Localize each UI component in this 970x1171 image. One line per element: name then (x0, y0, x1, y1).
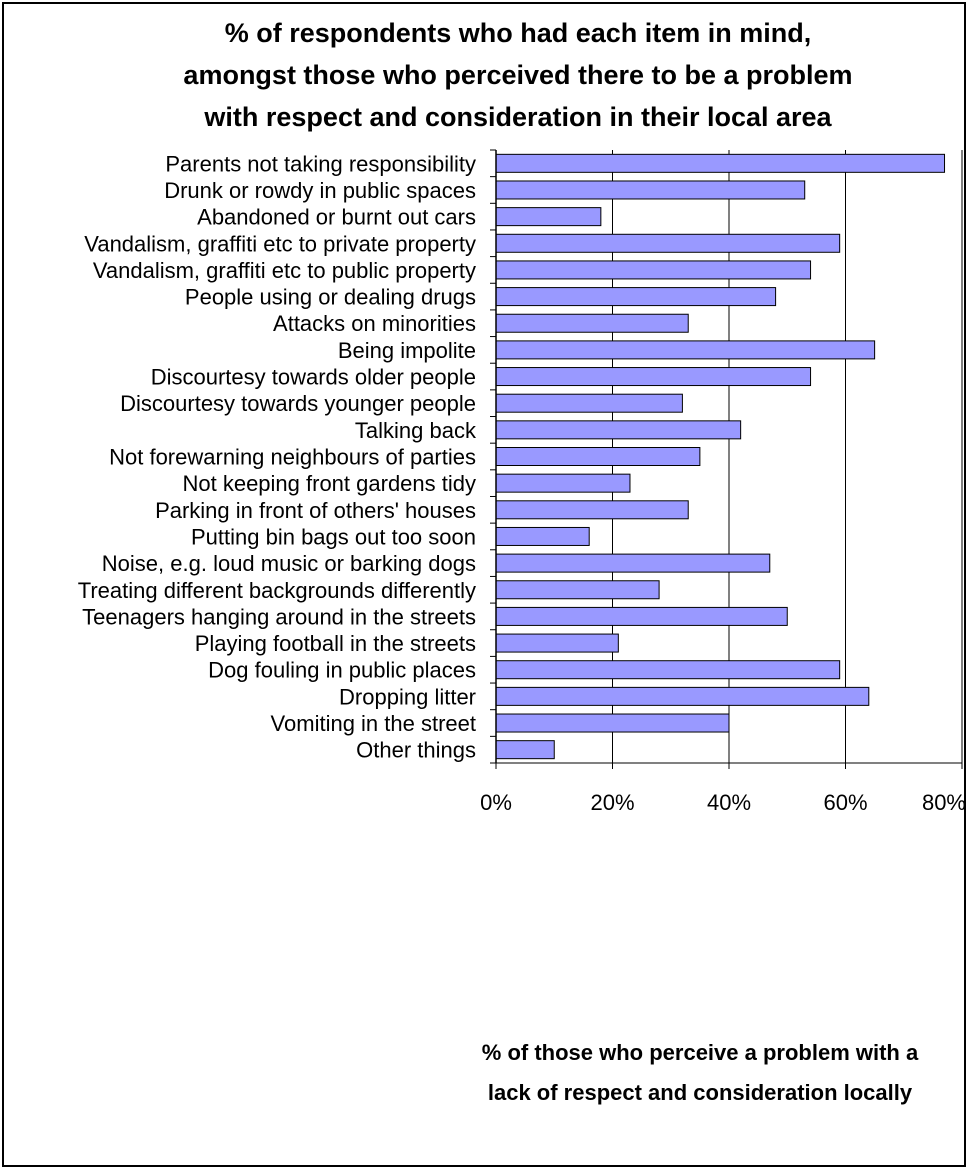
bar (495, 660, 841, 680)
category-label: Discourtesy towards older people (151, 365, 476, 390)
category-label: Attacks on minorities (273, 311, 476, 336)
category-label: Treating different backgrounds different… (78, 578, 476, 603)
chart-title-line: amongst those who perceived there to be … (183, 60, 852, 90)
axes (490, 149, 963, 769)
bar (495, 260, 812, 280)
bar (495, 713, 730, 733)
bar (495, 287, 777, 307)
category-label: Vandalism, graffiti etc to private prope… (84, 231, 476, 256)
bar (495, 393, 683, 413)
category-label: Vomiting in the street (271, 711, 476, 736)
category-label: Being impolite (338, 338, 476, 363)
x-tick-labels: 0% 20% 40% 60% 80% (480, 790, 966, 815)
bar (495, 553, 771, 573)
bar (495, 340, 876, 360)
bar (495, 233, 841, 253)
chart-title-line: % of respondents who had each item in mi… (225, 18, 812, 48)
chart-title: % of respondents who had each item in mi… (183, 18, 852, 132)
bar (495, 313, 689, 333)
category-label: Abandoned or burnt out cars (197, 205, 476, 230)
bar (495, 180, 806, 200)
category-label: Talking back (355, 418, 477, 443)
x-tick-label: 60% (823, 790, 867, 815)
category-label: Putting bin bags out too soon (191, 524, 476, 549)
bar (495, 686, 870, 706)
category-label: Drunk or rowdy in public spaces (164, 178, 476, 203)
x-tick-label: 20% (590, 790, 634, 815)
category-label: Playing football in the streets (195, 631, 476, 656)
bar (495, 447, 701, 466)
category-label: Other things (356, 738, 476, 763)
bar (495, 633, 619, 653)
category-label: Vandalism, graffiti etc to public proper… (93, 258, 476, 283)
category-label: Parents not taking responsibility (165, 151, 476, 176)
x-tick-label: 80% (922, 790, 966, 815)
bar (495, 606, 788, 626)
chart-title-line: with respect and consideration in their … (203, 102, 832, 132)
bar (495, 367, 812, 387)
bar (495, 580, 660, 600)
bar (495, 740, 555, 760)
category-label: Noise, e.g. loud music or barking dogs (102, 551, 476, 576)
bar (495, 153, 946, 173)
category-label: Dropping litter (339, 684, 476, 709)
category-label: Teenagers hanging around in the streets (82, 604, 476, 629)
x-tick-label: 40% (707, 790, 751, 815)
bar (495, 526, 590, 546)
category-label: Dog fouling in public places (208, 658, 476, 683)
category-label: Parking in front of others' houses (155, 498, 476, 523)
bar (495, 473, 631, 493)
category-label: Not keeping front gardens tidy (182, 471, 476, 496)
category-label: Not forewarning neighbours of parties (109, 445, 476, 470)
bar (495, 207, 602, 227)
category-label: Discourtesy towards younger people (120, 391, 476, 416)
bars (495, 153, 946, 760)
x-axis-title: % of those who perceive a problem with a… (482, 1040, 919, 1105)
bar (495, 500, 689, 520)
category-label: People using or dealing drugs (185, 285, 476, 310)
x-tick-label: 0% (480, 790, 512, 815)
bar (495, 420, 742, 440)
x-axis-title-line: % of those who perceive a problem with a (482, 1040, 919, 1065)
x-axis-title-line: lack of respect and consideration locall… (488, 1080, 913, 1105)
